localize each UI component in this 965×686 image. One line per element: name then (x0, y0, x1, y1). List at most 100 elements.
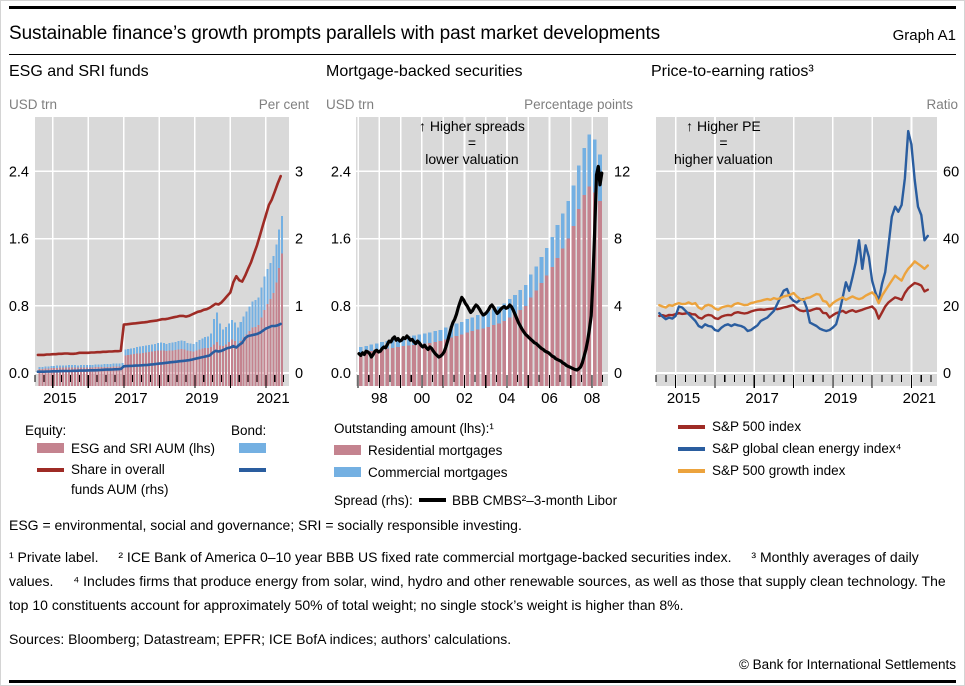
y-axis-labels: 0 20 40 60 (943, 164, 959, 382)
series-sp500-growth-index (658, 260, 929, 312)
axis-units: USD trn Per cent (9, 97, 309, 113)
panel-mortgage-backed-securities: Mortgage-backed securities USD trn Perce… (326, 59, 633, 511)
page-title: Sustainable finance’s growth prompts par… (9, 23, 661, 44)
svg-text:3: 3 (295, 164, 303, 180)
right-axis-unit: Ratio (926, 97, 958, 112)
svg-text:0.0: 0.0 (331, 366, 351, 382)
legend-share-aum-label: Share in overall funds AUM (rhs) (71, 462, 169, 498)
x-axis-labels: 2015 2017 2019 2021 (667, 390, 936, 407)
svg-text:lower valuation: lower valuation (425, 151, 518, 167)
sp500-line-swatch (678, 425, 705, 429)
clean-energy-line-swatch (678, 447, 705, 451)
svg-text:08: 08 (584, 390, 601, 407)
legend-spread-label: Spread (rhs): (334, 493, 413, 508)
y-axis-labels: 0.0 0.8 1.6 2.4 0 4 8 12 (331, 164, 630, 382)
legend-sp500-label: S&P 500 index (712, 419, 802, 434)
spread-line-swatch (419, 498, 446, 502)
svg-text:40: 40 (943, 232, 959, 248)
svg-text:00: 00 (414, 390, 431, 407)
svg-text:12: 12 (614, 164, 630, 180)
in-plot-annotation: ↑ Higher PE=higher valuation (674, 118, 773, 167)
left-axis-unit: USD trn (9, 97, 58, 112)
in-plot-annotation: ↑ Higher spreads=lower valuation (419, 118, 525, 167)
legend-esg-aum-label: ESG and SRI AUM (lhs) (71, 441, 216, 456)
svg-text:2.4: 2.4 (331, 164, 351, 180)
esg-sri-chart: 0.0 0.8 1.6 2.4 0 1 2 3 2015 2017 2019 2021 (9, 117, 303, 407)
panel-title: Mortgage-backed securities (326, 63, 523, 80)
plot-background (656, 117, 937, 386)
growth-line-swatch (678, 469, 705, 473)
series-sp-global-clean-energy-index (658, 129, 929, 333)
svg-text:2021: 2021 (256, 390, 289, 407)
svg-text:1.6: 1.6 (331, 232, 351, 248)
svg-text:=: = (719, 135, 727, 151)
legend-growth-label: S&P 500 growth index (712, 463, 846, 478)
top-rule (9, 6, 956, 9)
svg-text:0: 0 (614, 366, 622, 382)
svg-text:06: 06 (541, 390, 558, 407)
y-axis-labels: 0.0 0.8 1.6 2.4 0 1 2 3 (9, 164, 303, 382)
sources-line: Sources: Bloomberg; Datastream; EPFR; IC… (9, 631, 512, 647)
legend-residential-label: Residential mortgages (368, 443, 503, 458)
svg-text:2019: 2019 (824, 390, 857, 407)
svg-text:2: 2 (295, 232, 303, 248)
svg-text:1.6: 1.6 (9, 232, 29, 248)
graph-number-label: Graph A1 (892, 27, 956, 44)
legend-equity-header: Equity: (25, 423, 67, 438)
title-rule (9, 54, 956, 55)
svg-text:02: 02 (456, 390, 473, 407)
copyright-line: © Bank for International Settlements (738, 657, 956, 672)
footnotes-paragraph: ¹ Private label. ² ICE Bank of America 0… (9, 545, 958, 617)
footnote-1: ¹ Private label. (9, 549, 99, 565)
legend-clean-energy-label: S&P global clean energy index⁴ (712, 441, 902, 456)
panel-title: Price-to-earning ratios³ (651, 63, 814, 80)
x-axis-ticks (357, 375, 604, 388)
footnote-2: ² ICE Bank of America 0–10 year BBB US f… (118, 549, 732, 565)
svg-text:0.8: 0.8 (9, 299, 29, 315)
svg-text:1: 1 (295, 299, 303, 315)
svg-text:2017: 2017 (114, 390, 147, 407)
footnote-4: ⁴ Includes firms that produce energy fro… (9, 573, 946, 613)
svg-text:8: 8 (614, 232, 622, 248)
x-axis-ticks (655, 375, 932, 388)
panel-title: ESG and SRI funds (9, 63, 149, 80)
svg-text:0.0: 0.0 (9, 366, 29, 382)
svg-text:4: 4 (614, 299, 622, 315)
share-aum-line-swatch (37, 468, 64, 472)
series-sp500-index (658, 281, 929, 321)
legend-commercial-label: Commercial mortgages (368, 465, 508, 480)
series-share-bond-rhs (36, 322, 283, 374)
commercial-bar-swatch (334, 467, 361, 477)
right-axis-unit: Percentage points (524, 97, 633, 112)
abbreviations-note: ESG = environmental, social and governan… (9, 517, 522, 533)
svg-text:=: = (468, 135, 476, 151)
right-axis-unit: Per cent (258, 97, 309, 112)
bottom-rule (9, 680, 956, 683)
svg-text:2021: 2021 (903, 390, 936, 407)
legend-bond-header: Bond: (231, 423, 267, 438)
residential-bar-swatch (334, 445, 361, 455)
x-axis-labels: 2015 2017 2019 2021 (43, 390, 290, 407)
svg-text:2017: 2017 (745, 390, 778, 407)
svg-text:0: 0 (943, 366, 951, 382)
svg-text:2019: 2019 (185, 390, 218, 407)
svg-text:0: 0 (295, 366, 303, 382)
panel-esg-sri-funds: ESG and SRI funds USD trn Per cent 0.0 0.… (9, 59, 309, 511)
svg-text:↑ Higher PE: ↑ Higher PE (686, 118, 761, 134)
series-bbb-cmbs-libor-spread-rhs (357, 164, 604, 372)
stacked-bars (38, 215, 284, 386)
svg-text:2015: 2015 (667, 390, 700, 407)
x-axis-ticks (34, 375, 285, 388)
plot-background (35, 117, 289, 386)
svg-text:04: 04 (499, 390, 516, 407)
svg-text:98: 98 (371, 390, 388, 407)
legend-outstanding-header: Outstanding amount (lhs):¹ (334, 421, 494, 436)
esg-aum-bar-swatch (37, 443, 64, 453)
left-axis-unit: USD trn (326, 97, 375, 112)
x-axis-labels: 98 00 02 04 06 08 (371, 390, 600, 407)
bond-aum-bar-swatch (239, 443, 266, 453)
series-share-equity-rhs (36, 174, 283, 357)
svg-text:20: 20 (943, 299, 959, 315)
bond-share-line-swatch (239, 468, 266, 472)
